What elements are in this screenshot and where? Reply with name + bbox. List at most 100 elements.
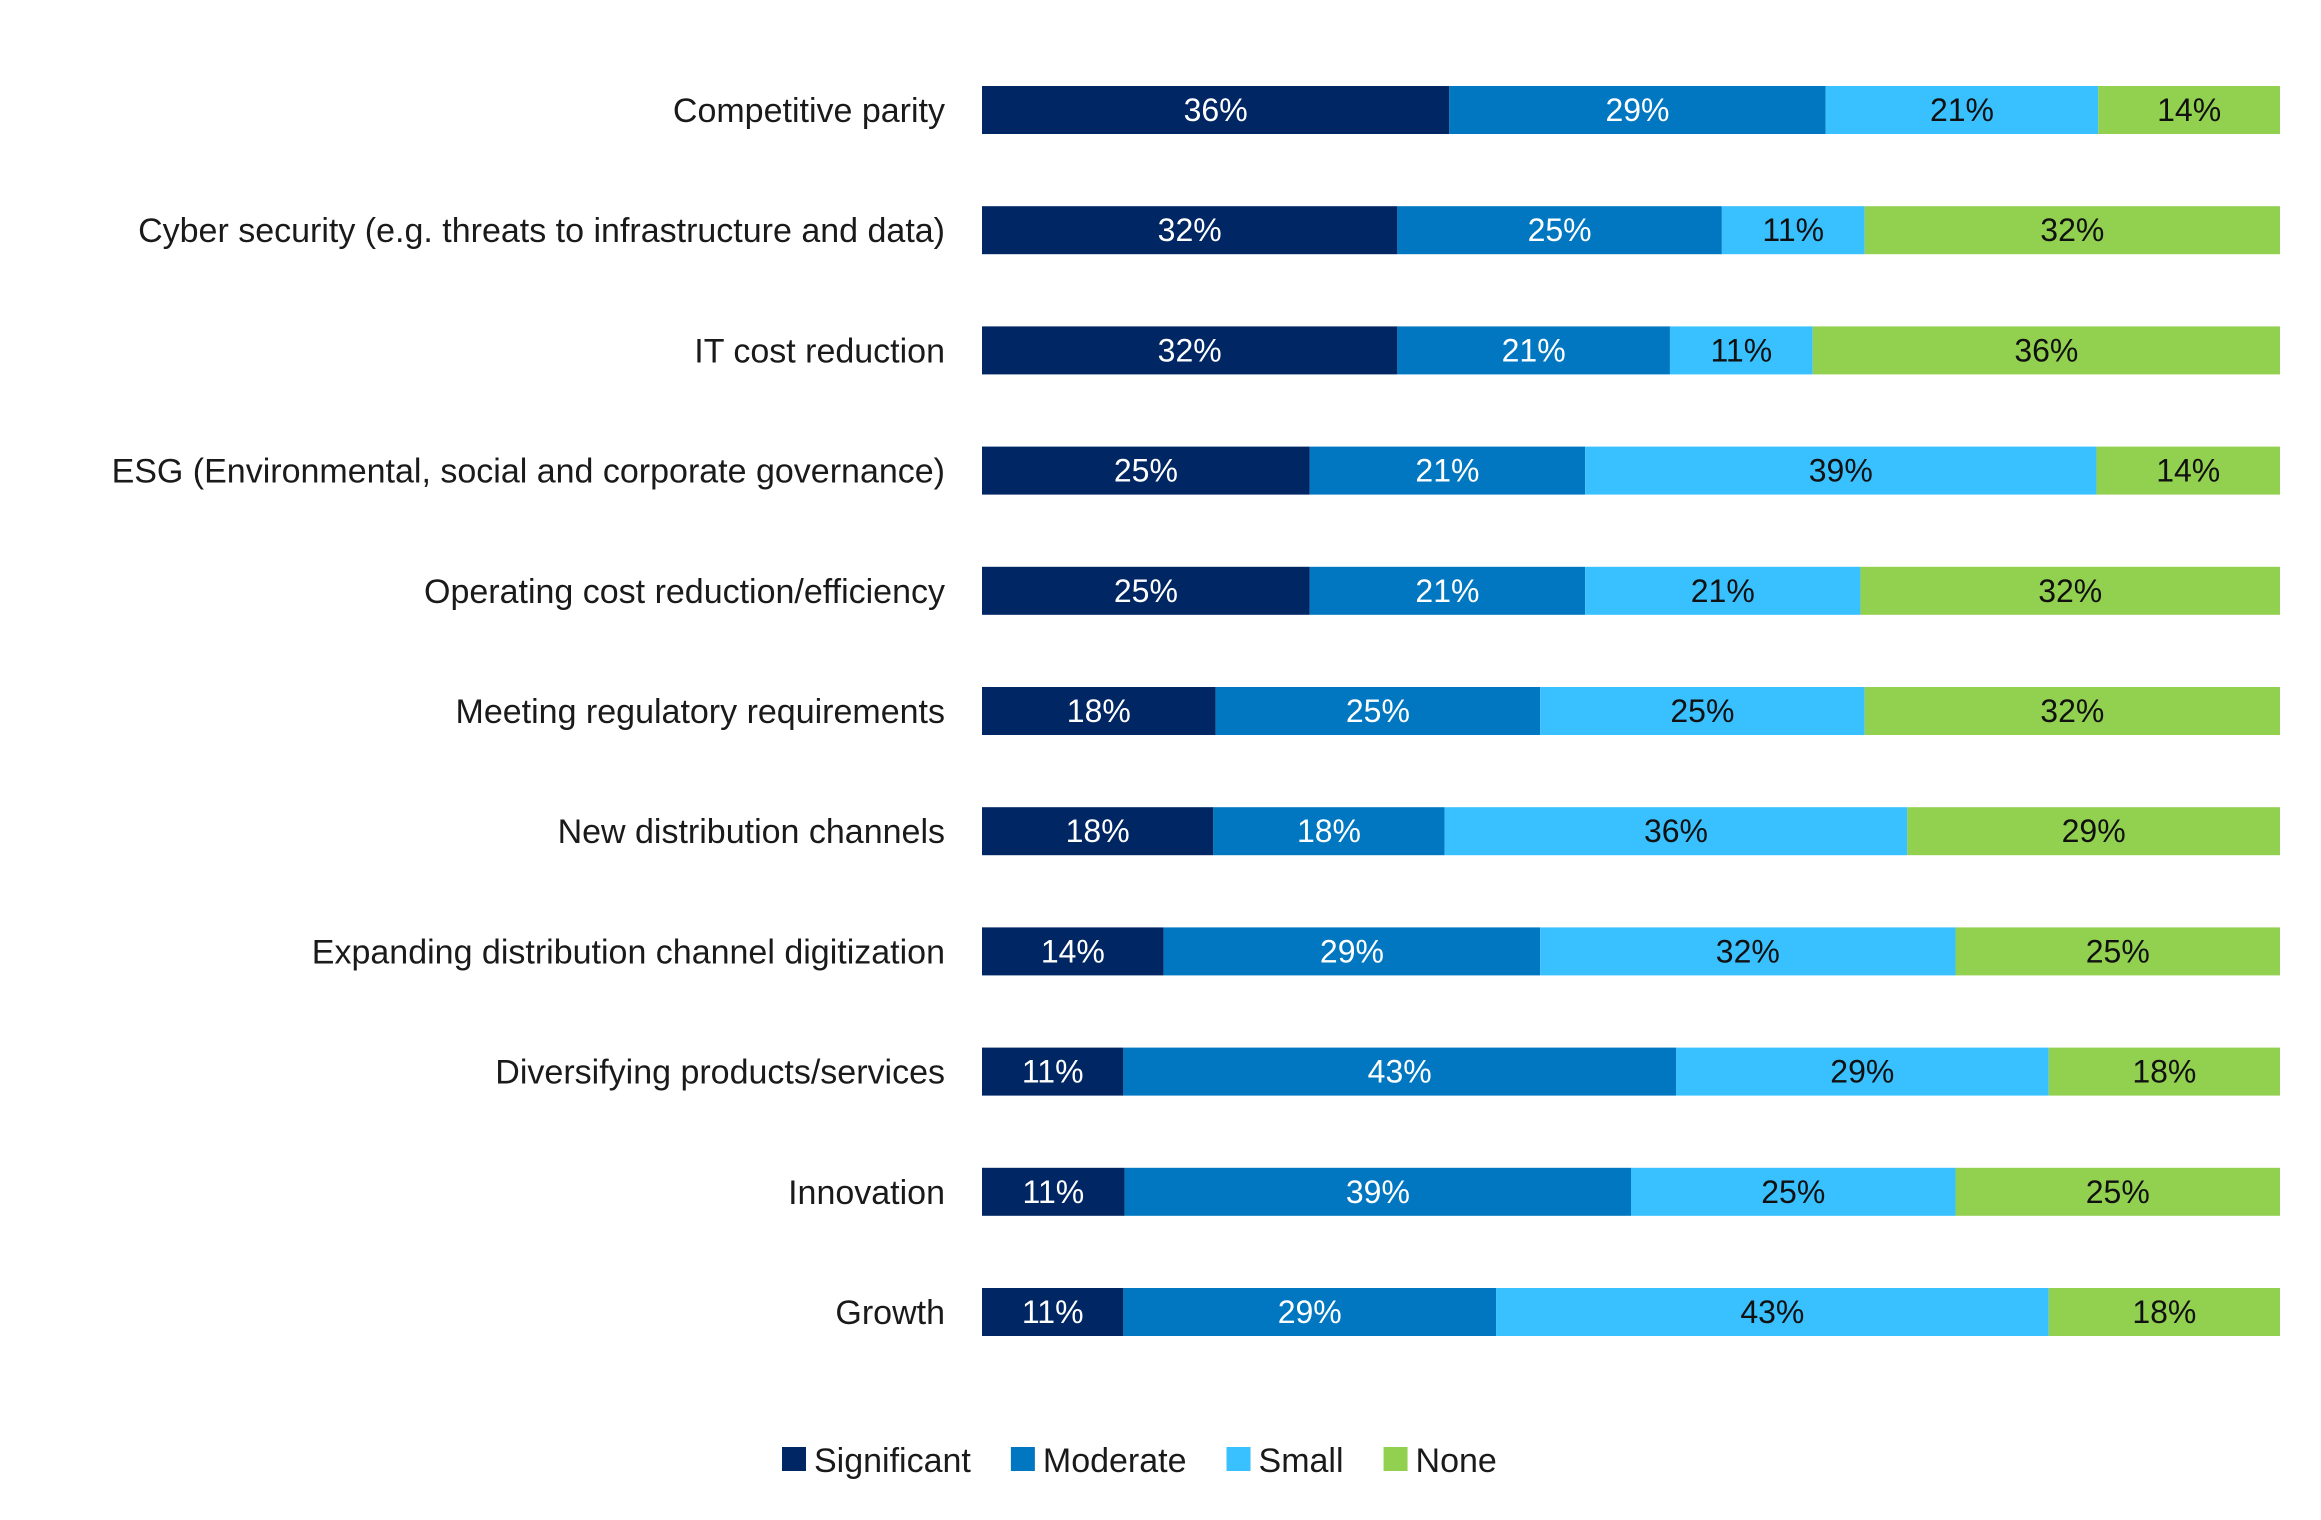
bar-segment-small — [1631, 1167, 1956, 1216]
data-label: 11% — [1023, 1174, 1085, 1210]
data-label: 32% — [2038, 573, 2102, 609]
data-label: 32% — [2040, 693, 2104, 729]
data-label: 25% — [1346, 693, 1410, 729]
bar-segment-none — [2096, 446, 2280, 495]
bar-row: 32% 21% 11% 36% — [982, 326, 2280, 375]
legend-label: Significant — [814, 1442, 971, 1480]
legend-item-moderate: Moderate — [1010, 1442, 1187, 1480]
bar-segment-significant — [982, 1288, 1124, 1336]
legend-swatch — [1010, 1447, 1035, 1471]
bar-segment-small — [1585, 446, 2097, 495]
legend-item-significant: Significant — [782, 1442, 971, 1480]
bar-segment-significant — [982, 1167, 1125, 1216]
bar-segment-moderate — [1449, 86, 1826, 134]
data-label: 21% — [1415, 453, 1479, 489]
data-label: 14% — [1041, 933, 1105, 969]
data-label: 11% — [1710, 332, 1772, 368]
bar-row: 11% 43% 29% 18% — [982, 1047, 2280, 1096]
legend-label: None — [1416, 1442, 1497, 1480]
bar-segment-significant — [982, 206, 1398, 255]
bar-segment-moderate — [1397, 326, 1670, 375]
category-label: ESG (Environmental, social and corporate… — [112, 453, 945, 491]
bar-segment-small — [1540, 687, 1865, 735]
bar-segment-moderate — [1163, 927, 1541, 976]
bar-row: 18% 18% 36% 29% — [982, 807, 2280, 856]
data-label: 21% — [1930, 92, 1994, 128]
bar-segment-small — [1669, 326, 1813, 375]
bar-segment-none — [2048, 1288, 2280, 1336]
legend-swatch — [1226, 1447, 1251, 1471]
data-label: 18% — [2132, 1294, 2196, 1330]
bar-segment-none — [2048, 1047, 2280, 1096]
data-label: 32% — [1158, 212, 1222, 248]
bar-segment-moderate — [1124, 1167, 1631, 1216]
category-label: Meeting regulatory requirements — [456, 693, 945, 731]
data-label: 18% — [1067, 693, 1131, 729]
bar-row: 36% 29% 21% 14% — [982, 86, 2280, 134]
legend-item-small: Small — [1226, 1442, 1344, 1480]
bar-segment-significant — [982, 446, 1310, 495]
bar-segment-small — [1675, 1047, 2049, 1096]
bar-row: 18% 25% 25% 32% — [982, 687, 2280, 735]
category-label: IT cost reduction — [694, 332, 945, 370]
bar-segment-small — [1721, 206, 1865, 255]
data-label: 25% — [1528, 212, 1592, 248]
bar-segment-moderate — [1123, 1047, 1676, 1096]
bar-row: 11% 29% 43% 18% — [982, 1288, 2280, 1336]
data-label: 43% — [1740, 1294, 1804, 1330]
bar-row: 32% 25% 11% 32% — [982, 206, 2280, 255]
data-label: 25% — [2086, 1174, 2150, 1210]
data-label: 43% — [1368, 1054, 1432, 1090]
bar-segment-none — [1955, 1167, 2280, 1216]
data-label: 18% — [1297, 813, 1361, 849]
data-label: 39% — [1809, 453, 1873, 489]
data-label: 32% — [1158, 332, 1222, 368]
data-label: 25% — [1114, 573, 1178, 609]
bar-segment-significant — [982, 566, 1310, 615]
data-label: 36% — [1184, 92, 1248, 128]
data-label: 29% — [1830, 1054, 1894, 1090]
category-label: New distribution channels — [558, 813, 945, 851]
data-label: 14% — [2157, 92, 2221, 128]
category-label: Operating cost reduction/efficiency — [424, 573, 945, 611]
bar-segment-significant — [982, 927, 1164, 976]
data-label: 21% — [1415, 573, 1479, 609]
data-label: 25% — [1670, 693, 1734, 729]
bar-row: 25% 21% 21% 32% — [982, 566, 2280, 615]
legend: Significant Moderate Small None — [782, 1442, 1497, 1480]
data-label: 25% — [1761, 1174, 1825, 1210]
legend-label: Moderate — [1043, 1442, 1187, 1480]
data-label: 14% — [2156, 453, 2220, 489]
data-label: 25% — [1114, 453, 1178, 489]
data-label: 29% — [1320, 933, 1384, 969]
category-label: Expanding distribution channel digitizat… — [312, 933, 945, 971]
legend-swatch — [1383, 1447, 1408, 1471]
bar-segment-small — [1585, 566, 1861, 615]
bar-segment-moderate — [1309, 446, 1586, 495]
bar-row: 25% 21% 39% 14% — [982, 446, 2280, 495]
bar-segment-none — [1955, 927, 2280, 976]
bar-segment-moderate — [1215, 687, 1541, 735]
bar-segment-none — [1864, 206, 2280, 255]
data-label: 36% — [2014, 332, 2078, 368]
bar-segment-none — [1907, 807, 2280, 856]
bar-segment-moderate — [1123, 1288, 1497, 1336]
data-label: 29% — [2062, 813, 2126, 849]
bar-segment-moderate — [1213, 807, 1445, 856]
category-label: Diversifying products/services — [495, 1054, 945, 1092]
data-label: 11% — [1022, 1294, 1084, 1330]
bar-segment-none — [1864, 687, 2280, 735]
bar-segment-significant — [982, 86, 1450, 134]
bar-segment-significant — [982, 687, 1216, 735]
category-label: Cyber security (e.g. threats to infrastr… — [138, 212, 945, 250]
category-labels: Competitive parity Cyber security (e.g. t… — [112, 92, 945, 1332]
data-label: 11% — [1762, 212, 1824, 248]
legend-swatch — [782, 1447, 806, 1471]
bar-row: 11% 39% 25% 25% — [982, 1167, 2280, 1216]
bar-segment-significant — [982, 1047, 1124, 1096]
data-label: 29% — [1278, 1294, 1342, 1330]
bars: 36% 29% 21% 14%32% 25% 11% 32%32% 21% 11% 36%25% 2… — [982, 86, 2280, 1336]
bar-segment-none — [1860, 566, 2280, 615]
data-label: 18% — [2132, 1054, 2196, 1090]
